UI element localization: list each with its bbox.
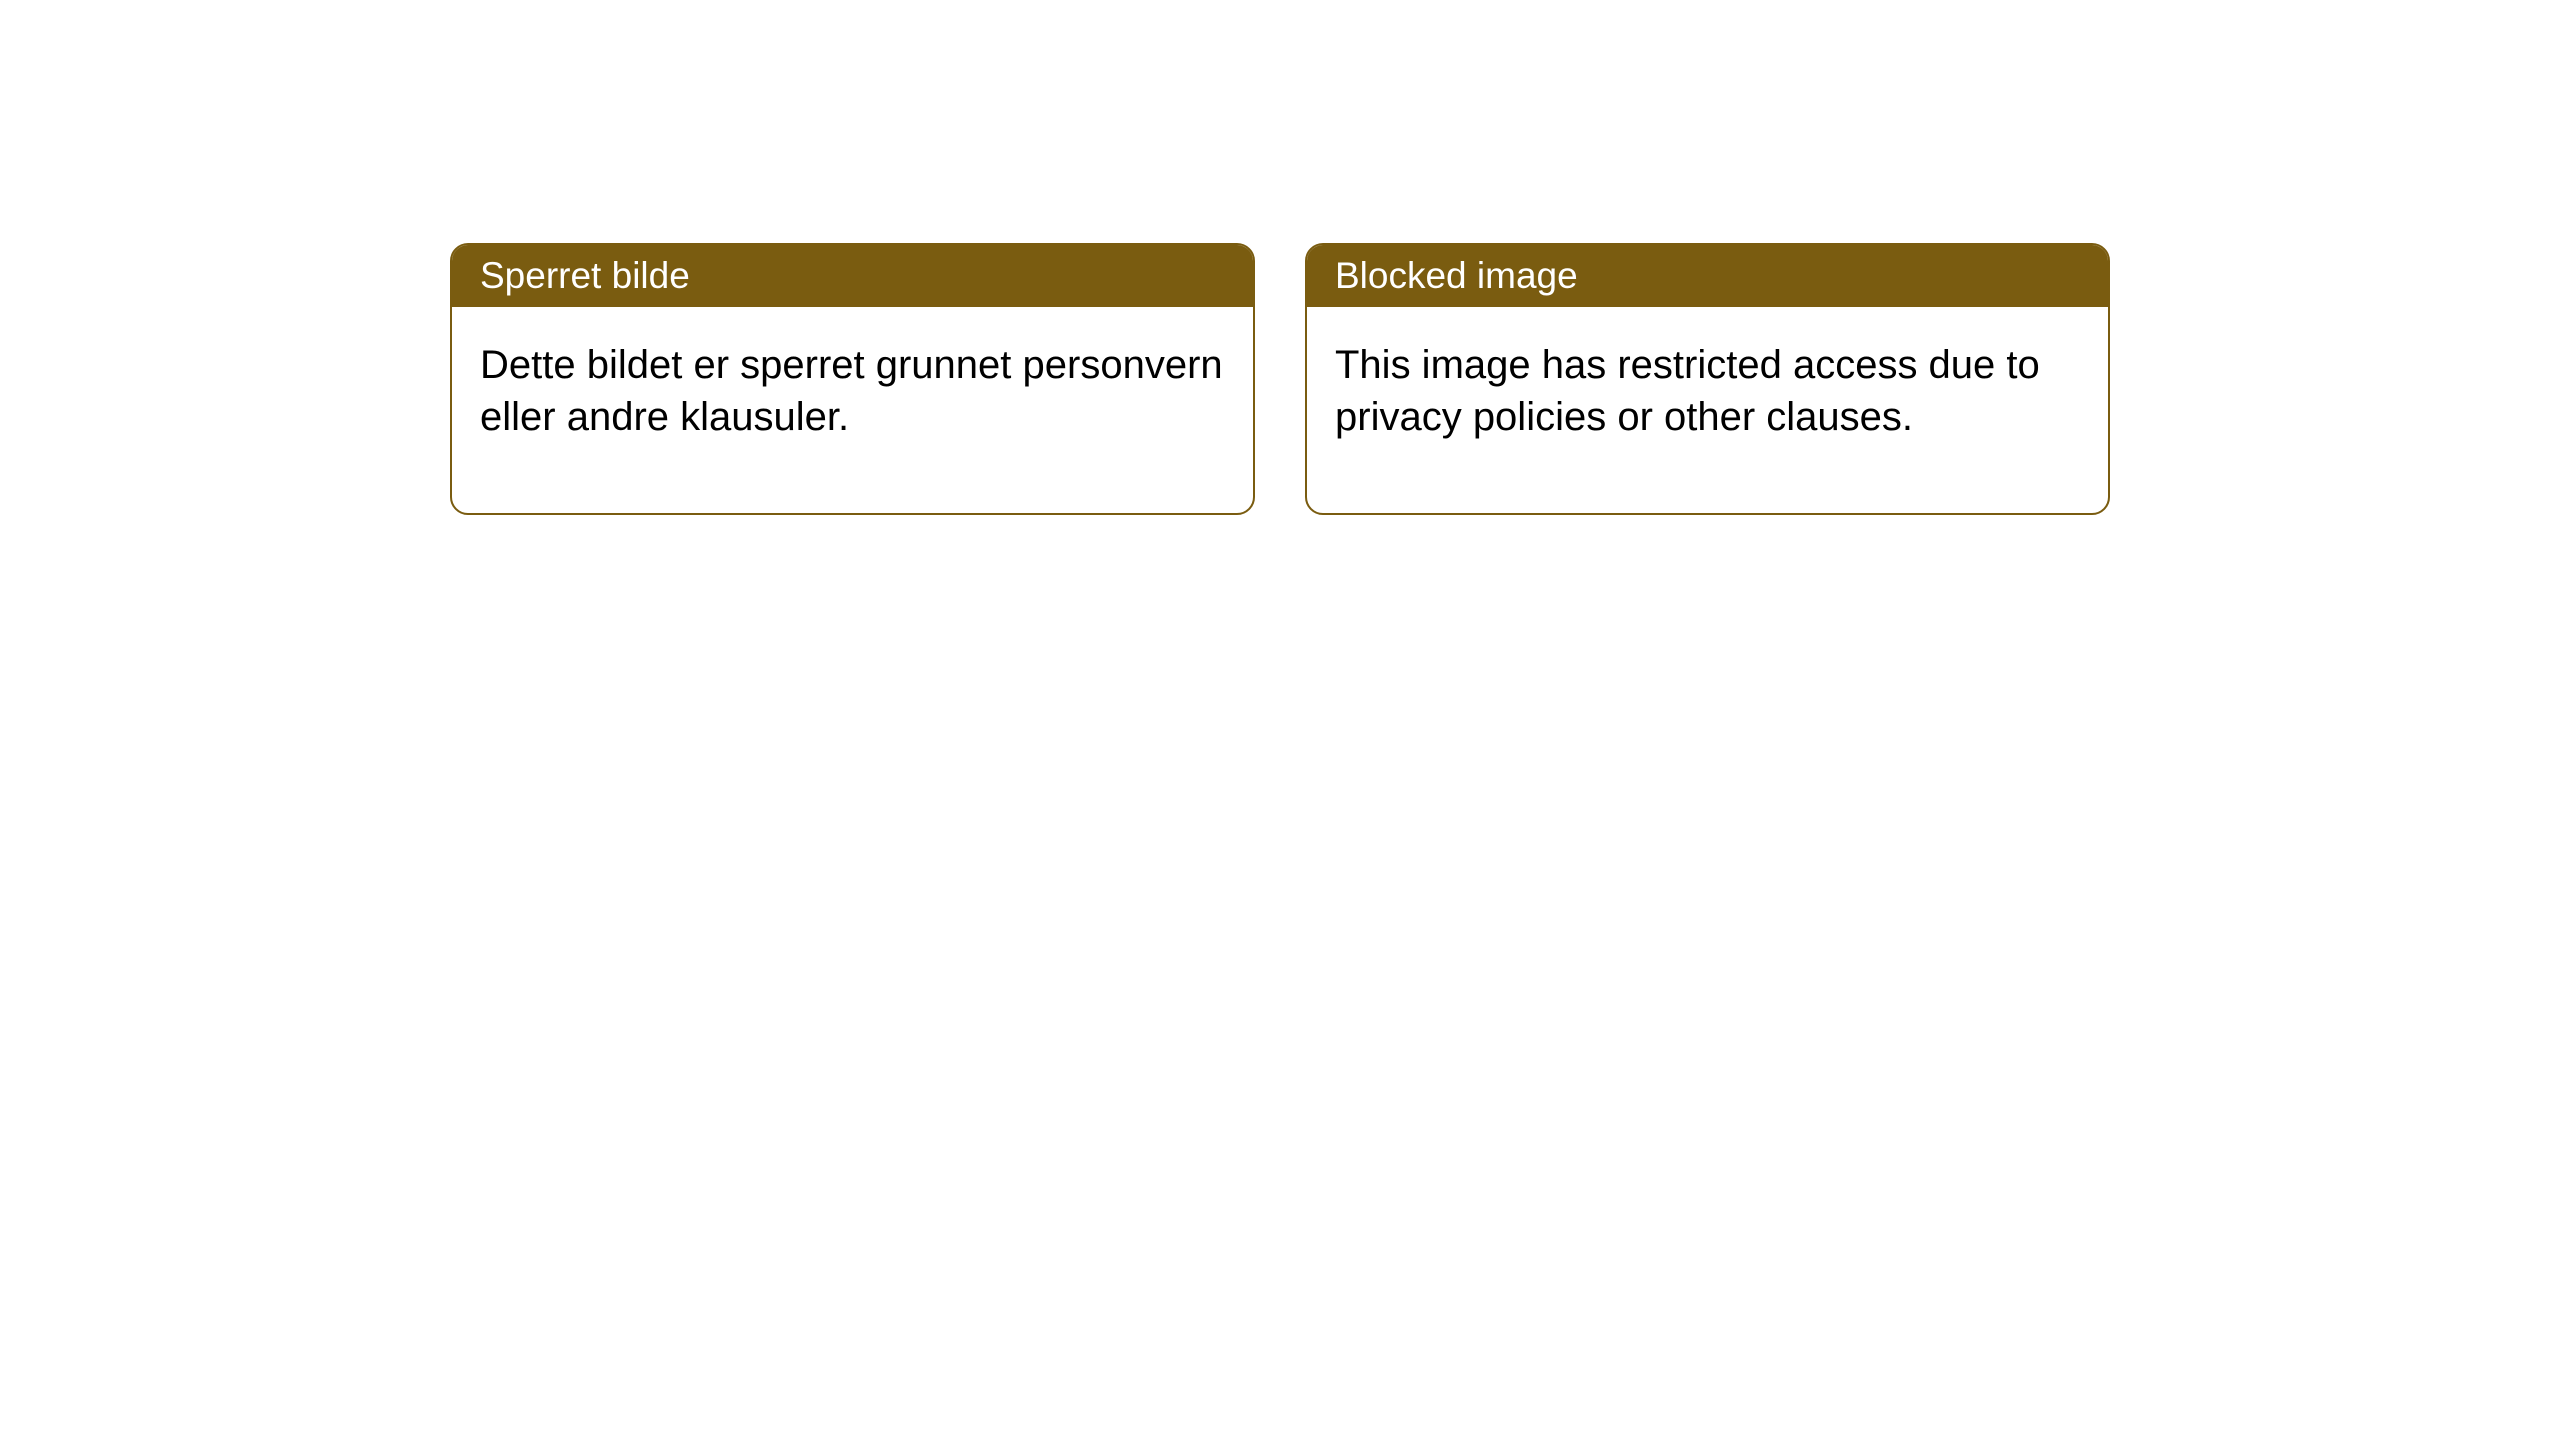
notice-header-english: Blocked image [1307, 245, 2108, 307]
notice-header-norwegian: Sperret bilde [452, 245, 1253, 307]
notice-card-english: Blocked image This image has restricted … [1305, 243, 2110, 515]
notice-body-norwegian: Dette bildet er sperret grunnet personve… [452, 307, 1253, 513]
notice-body-english: This image has restricted access due to … [1307, 307, 2108, 513]
notice-container: Sperret bilde Dette bildet er sperret gr… [450, 243, 2110, 515]
notice-card-norwegian: Sperret bilde Dette bildet er sperret gr… [450, 243, 1255, 515]
